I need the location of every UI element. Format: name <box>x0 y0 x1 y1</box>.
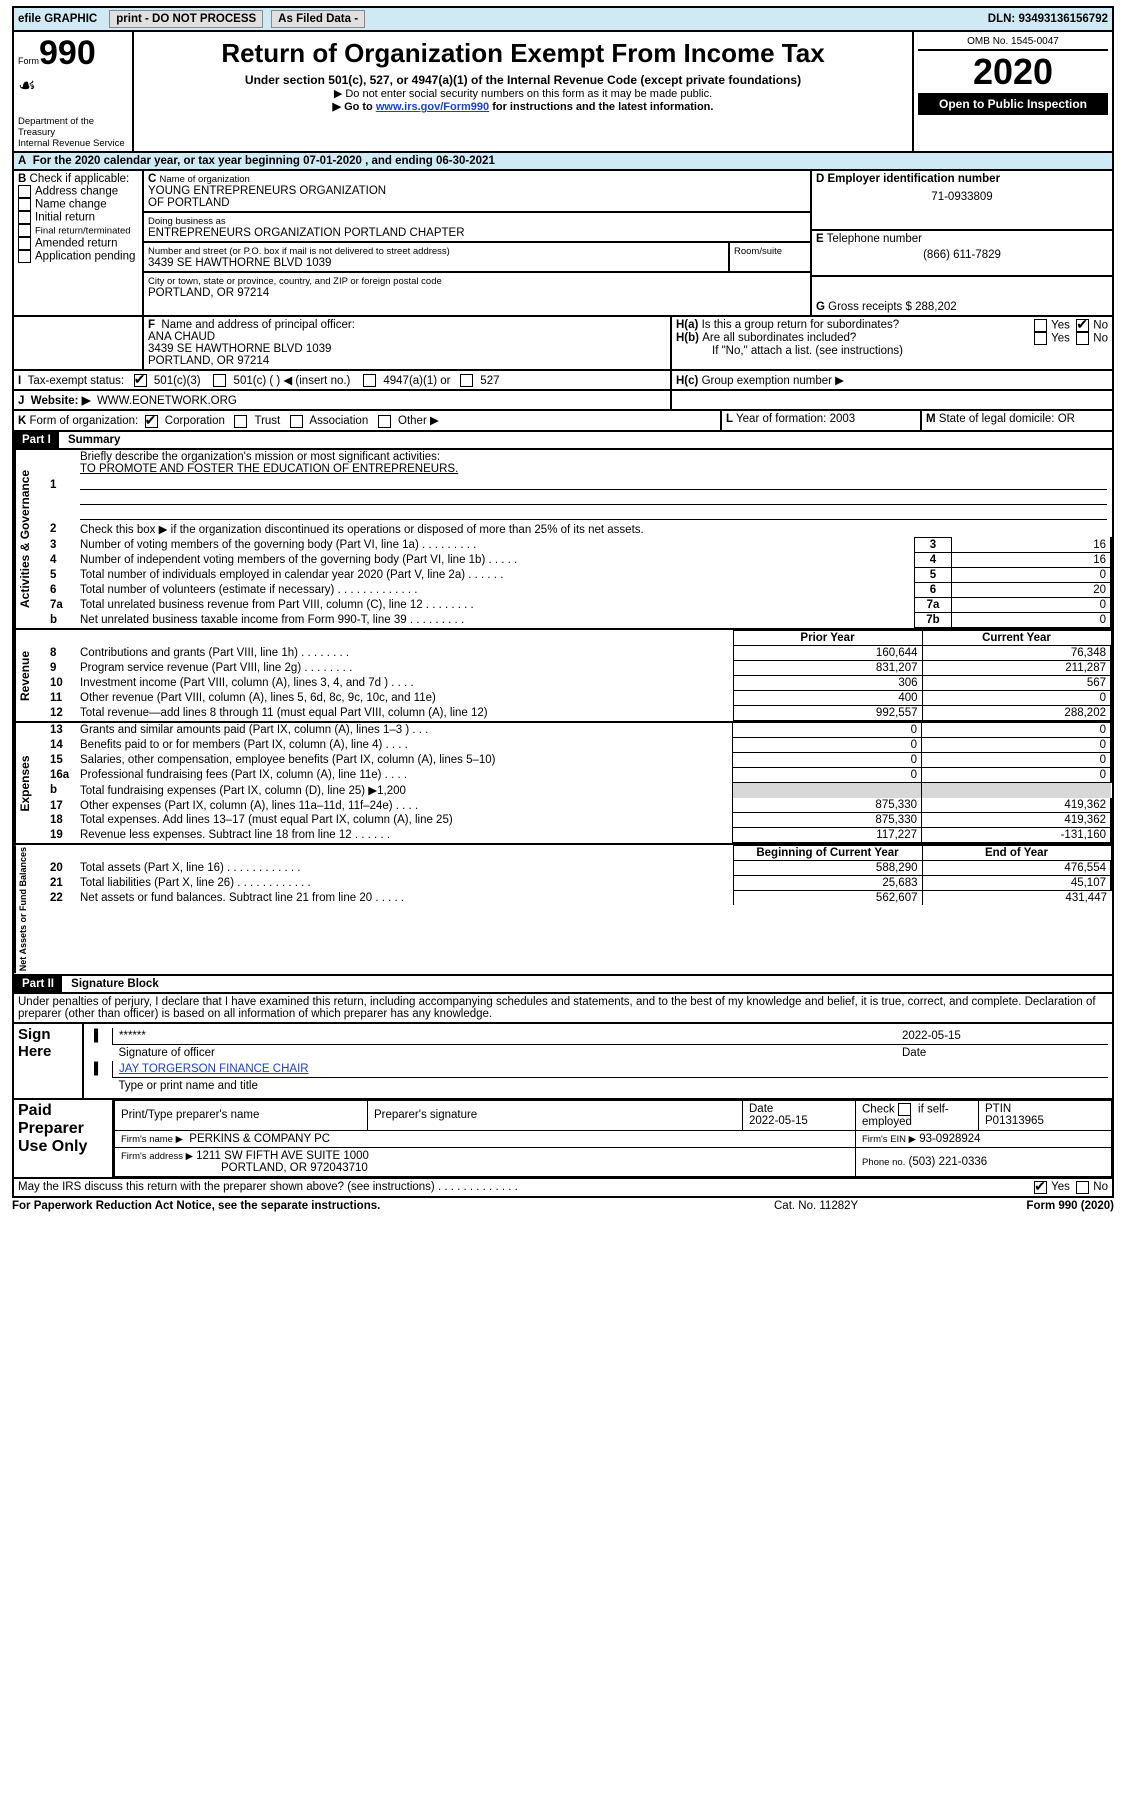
dept-1: Department of the Treasury <box>18 116 128 138</box>
527-cbx[interactable] <box>460 374 473 387</box>
sign-here-label: Sign Here <box>14 1024 84 1098</box>
line-a: A For the 2020 calendar year, or tax yea… <box>12 153 1114 171</box>
dln-label: DLN: <box>988 13 1015 25</box>
val-3: 16 <box>952 537 1112 552</box>
name-change-cbx[interactable] <box>18 198 31 211</box>
ha-yes-cbx[interactable] <box>1034 319 1047 332</box>
part1-bar: Part I <box>14 432 59 448</box>
org-name-1: YOUNG ENTREPRENEURS ORGANIZATION <box>148 185 386 197</box>
subtitle: Under section 501(c), 527, or 4947(a)(1)… <box>138 73 908 87</box>
tax-year: 2020 <box>918 51 1108 93</box>
sig-stars: ****** <box>113 1028 897 1045</box>
org-name-2: OF PORTLAND <box>148 197 230 209</box>
sidebar-ag: Activities & Governance <box>14 450 46 628</box>
dln-value: 93493136156792 <box>1018 13 1108 25</box>
print-button[interactable]: print - DO NOT PROCESS <box>109 10 263 28</box>
gross-receipts: 288,202 <box>915 301 957 313</box>
ein: 71-0933809 <box>816 185 1108 203</box>
sidebar-rev: Revenue <box>14 630 46 721</box>
sidebar-exp: Expenses <box>14 723 46 844</box>
discuss-yes-cbx[interactable] <box>1034 1181 1047 1194</box>
sig-date: 2022-05-15 <box>896 1028 1108 1045</box>
officer-link[interactable]: JAY TORGERSON FINANCE CHAIR <box>119 1063 309 1075</box>
website: WWW.EONETWORK.ORG <box>97 395 237 407</box>
cat-no: Cat. No. 11282Y <box>774 1200 974 1212</box>
discuss-q: May the IRS discuss this return with the… <box>18 1181 1034 1194</box>
trust-cbx[interactable] <box>234 415 247 428</box>
asfiled-button[interactable]: As Filed Data - <box>271 10 365 28</box>
part1-title: Summary <box>62 432 126 448</box>
other-cbx[interactable] <box>378 415 391 428</box>
501c-cbx[interactable] <box>213 374 226 387</box>
val-7b: 0 <box>952 612 1112 627</box>
corp-cbx[interactable] <box>145 415 158 428</box>
form-footer: Form 990 (2020) <box>974 1200 1114 1212</box>
topbar: efile GRAPHIC print - DO NOT PROCESS As … <box>12 6 1114 32</box>
omb: OMB No. 1545-0047 <box>918 34 1108 51</box>
phone: (866) 611-7829 <box>816 245 1108 261</box>
note2-post: for instructions and the latest informat… <box>489 101 713 113</box>
selfemp-cbx[interactable] <box>898 1103 911 1116</box>
app-pending-cbx[interactable] <box>18 250 31 263</box>
mission: TO PROMOTE AND FOSTER THE EDUCATION OF E… <box>80 463 458 475</box>
firm-addr2: PORTLAND, OR 972043710 <box>121 1162 368 1174</box>
final-return-cbx[interactable] <box>18 224 31 237</box>
dba: ENTREPRENEURS ORGANIZATION PORTLAND CHAP… <box>148 227 465 239</box>
form-number: 990 <box>39 34 96 72</box>
officer-name: ANA CHAUD <box>148 331 215 343</box>
val-6: 20 <box>952 582 1112 597</box>
paid-preparer-label: Paid Preparer Use Only <box>14 1100 114 1177</box>
officer-addr1: 3439 SE HAWTHORNE BLVD 1039 <box>148 343 331 355</box>
hb-no-cbx[interactable] <box>1076 332 1089 345</box>
paperwork: For Paperwork Reduction Act Notice, see … <box>12 1200 774 1212</box>
page-title: Return of Organization Exempt From Incom… <box>138 38 908 69</box>
501c3-cbx[interactable] <box>134 374 147 387</box>
note-1: ▶ Do not enter social security numbers o… <box>138 87 908 100</box>
sidebar-na: Net Assets or Fund Balances <box>14 845 46 973</box>
check-applicable-label: Check if applicable: <box>30 173 130 185</box>
discuss-no-cbx[interactable] <box>1076 1181 1089 1194</box>
val-5: 0 <box>952 567 1112 582</box>
4947-cbx[interactable] <box>363 374 376 387</box>
addr-change-cbx[interactable] <box>18 185 31 198</box>
amended-cbx[interactable] <box>18 237 31 250</box>
domicile: OR <box>1058 413 1075 425</box>
firm-ein: 93-0928924 <box>919 1133 980 1145</box>
city: PORTLAND, OR 97214 <box>148 287 269 299</box>
val-4: 16 <box>952 552 1112 567</box>
assoc-cbx[interactable] <box>290 415 303 428</box>
form-label: Form <box>18 56 39 66</box>
initial-return-cbx[interactable] <box>18 211 31 224</box>
hb-yes-cbx[interactable] <box>1034 332 1047 345</box>
val-7a: 0 <box>952 597 1112 612</box>
form990-link[interactable]: www.irs.gov/Form990 <box>376 101 489 113</box>
note2-pre: ▶ Go to <box>333 101 376 113</box>
ha-no-cbx[interactable] <box>1076 319 1089 332</box>
part2-title: Signature Block <box>65 976 165 992</box>
efile-label: efile GRAPHIC <box>18 13 97 25</box>
ptin: P01313965 <box>985 1115 1044 1127</box>
dept-2: Internal Revenue Service <box>18 138 128 149</box>
year-formed: 2003 <box>830 413 856 425</box>
street: 3439 SE HAWTHORNE BLVD 1039 <box>148 257 331 269</box>
firm-name: PERKINS & COMPANY PC <box>189 1133 330 1145</box>
open-public: Open to Public Inspection <box>918 93 1108 115</box>
declaration: Under penalties of perjury, I declare th… <box>12 994 1114 1024</box>
firm-addr1: 1211 SW FIFTH AVE SUITE 1000 <box>196 1150 369 1162</box>
part2-bar: Part II <box>14 976 62 992</box>
firm-phone: (503) 221-0336 <box>909 1156 988 1168</box>
officer-addr2: PORTLAND, OR 97214 <box>148 355 269 367</box>
